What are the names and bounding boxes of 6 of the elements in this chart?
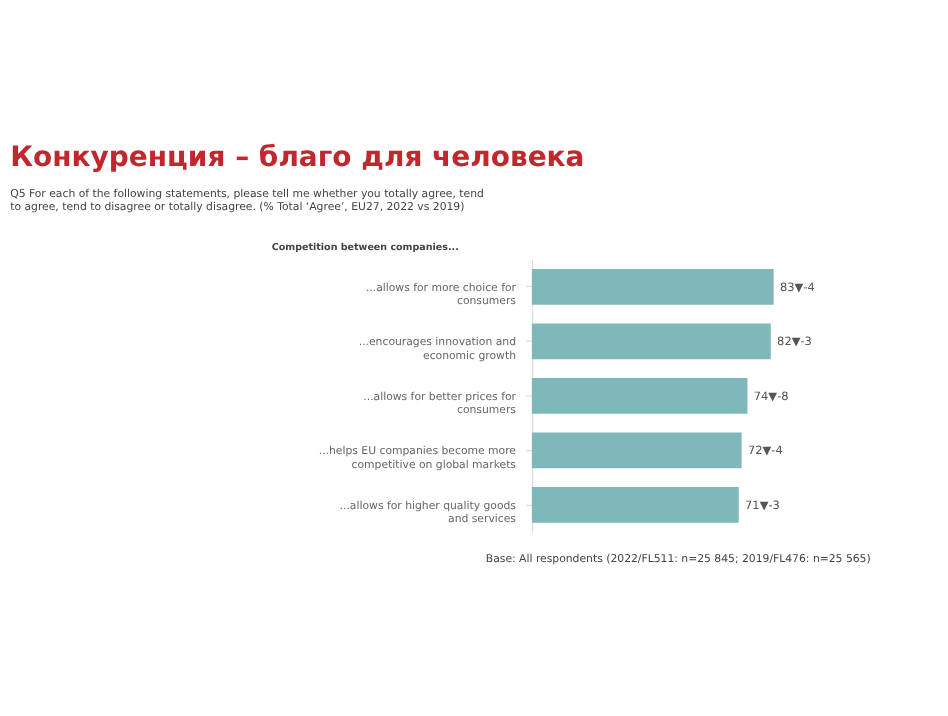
bar <box>531 378 748 414</box>
bar <box>531 487 739 523</box>
bar <box>531 269 774 305</box>
bar <box>531 323 771 360</box>
text: Конкуренция – благо для человека <box>10 142 585 175</box>
bar <box>531 432 742 469</box>
